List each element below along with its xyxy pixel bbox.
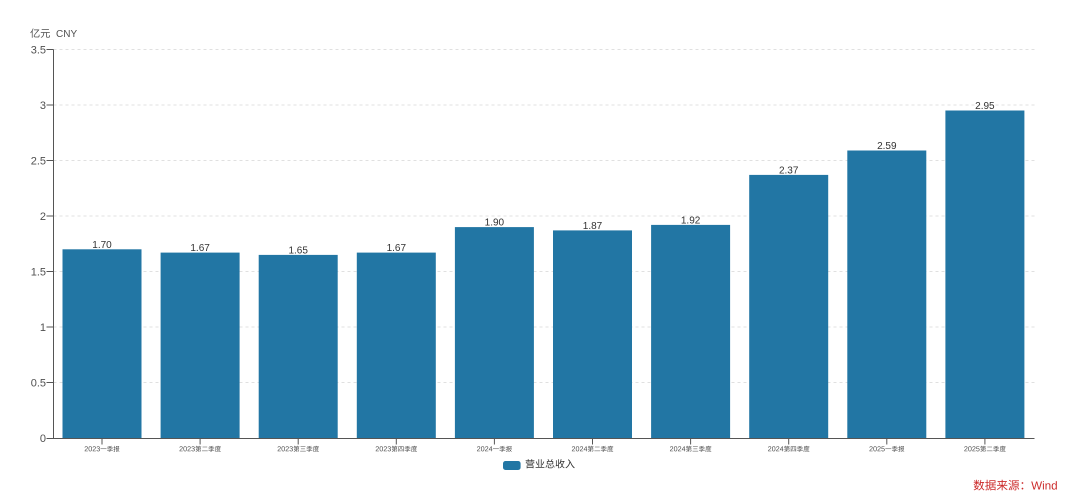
svg-text:1.65: 1.65 [288,245,308,256]
svg-text:0.5: 0.5 [31,378,46,390]
svg-text:1.67: 1.67 [387,243,407,254]
svg-text:2.5: 2.5 [31,156,46,168]
svg-text:1.67: 1.67 [190,243,210,254]
svg-text:0: 0 [40,433,46,445]
svg-text:1.90: 1.90 [485,218,505,229]
svg-text:1.87: 1.87 [583,221,603,232]
svg-text:2: 2 [40,211,46,223]
svg-text:1.92: 1.92 [681,215,701,226]
svg-text:2.37: 2.37 [779,165,799,176]
svg-text:2.59: 2.59 [877,141,897,152]
svg-text:3: 3 [40,100,46,112]
svg-text:2.95: 2.95 [975,101,995,112]
svg-text:1.70: 1.70 [92,240,112,251]
svg-text:3.5: 3.5 [31,45,46,57]
svg-text:1: 1 [40,322,46,334]
svg-text:1.5: 1.5 [31,267,46,279]
svg-text:CNY: CNY [56,29,77,40]
